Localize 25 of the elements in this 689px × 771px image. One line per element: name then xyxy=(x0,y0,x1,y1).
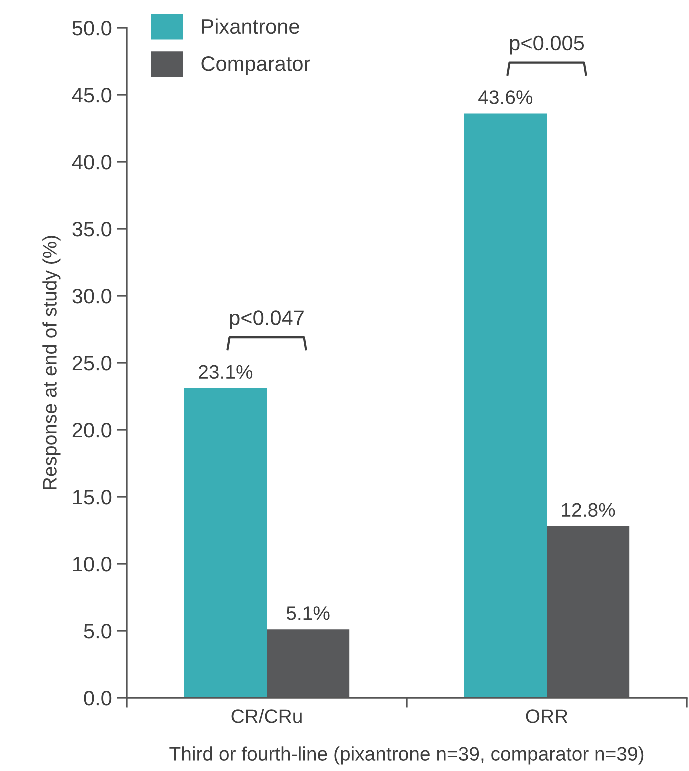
y-tick-label: 25.0 xyxy=(72,356,112,371)
data-label: 23.1% xyxy=(199,365,253,380)
x-axis-title: Third or fourth-line (pixantrone n=39, comparator n=39) xyxy=(170,746,644,765)
y-tick-label: 35.0 xyxy=(72,222,112,237)
y-tick-label: 50.0 xyxy=(72,21,112,36)
bar xyxy=(464,114,547,698)
x-tick-label: ORR xyxy=(526,710,568,724)
y-tick-label: 0.0 xyxy=(84,691,112,706)
data-label: 5.1% xyxy=(286,606,330,620)
y-tick-label: 30.0 xyxy=(72,289,112,304)
y-tick-label: 15.0 xyxy=(73,490,112,505)
annotation: p<0.005 xyxy=(510,36,584,55)
y-tick-label: 20.0 xyxy=(72,423,112,438)
y-tick-label: 40.0 xyxy=(72,155,112,170)
bar xyxy=(184,388,267,698)
y-tick-label: 5.0 xyxy=(84,624,112,639)
x-tick-label: CR/CRu xyxy=(232,709,302,724)
y-tick-label: 10.0 xyxy=(73,557,112,572)
annotation: p<0.047 xyxy=(230,310,304,330)
data-label: 43.6% xyxy=(478,90,533,104)
y-axis-title: Response at end of study (%) xyxy=(42,236,61,490)
legend-label: Pixantrone xyxy=(202,18,300,34)
y-tick-label: 45.0 xyxy=(72,88,112,103)
data-label: 12.8% xyxy=(562,503,616,518)
legend-label: Comparator xyxy=(202,56,310,76)
